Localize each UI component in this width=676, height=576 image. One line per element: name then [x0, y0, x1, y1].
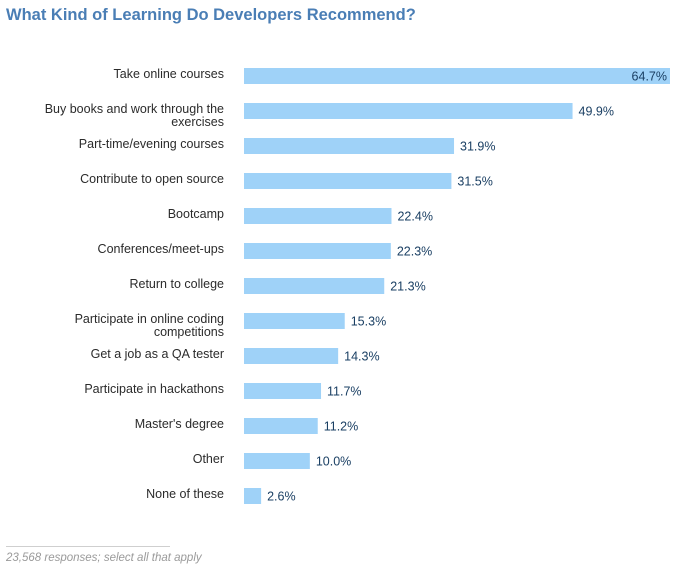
- bar-1: [244, 103, 573, 119]
- value-label-11: 10.0%: [316, 455, 351, 469]
- category-label-11: Other: [193, 452, 224, 466]
- bar-3: [244, 173, 452, 189]
- footnote-divider: [6, 546, 170, 547]
- bar-4: [244, 208, 392, 224]
- bar-12: [244, 488, 262, 504]
- category-label-8: Get a job as a QA tester: [91, 347, 224, 361]
- value-label-0: 64.7%: [632, 70, 667, 84]
- bar-10: [244, 418, 318, 434]
- value-label-6: 21.3%: [390, 280, 425, 294]
- category-label-6: Return to college: [129, 277, 224, 291]
- bar-9: [244, 383, 322, 399]
- category-label-5: Conferences/meet-ups: [98, 242, 224, 256]
- value-label-1: 49.9%: [579, 105, 614, 119]
- value-label-7: 15.3%: [351, 315, 386, 329]
- bar-chart: 64.7% Take online courses 49.9% Buy books a…: [45, 67, 670, 504]
- category-label-0: Take online courses: [114, 67, 224, 81]
- value-label-10: 11.2%: [324, 420, 359, 434]
- category-label-4: Bootcamp: [168, 207, 224, 221]
- bar-11: [244, 453, 310, 469]
- bar-5: [244, 243, 391, 259]
- bar-6: [244, 278, 385, 294]
- category-label-9: Participate in hackathons: [84, 382, 224, 396]
- category-label-10: Master's degree: [135, 417, 224, 431]
- footnote: 23,568 responses; select all that apply: [6, 552, 202, 564]
- value-label-5: 22.3%: [397, 245, 432, 259]
- bar-8: [244, 348, 339, 364]
- category-label-2: Part-time/evening courses: [79, 137, 224, 151]
- chart-title: What Kind of Learning Do Developers Reco…: [6, 6, 416, 24]
- value-label-2: 31.9%: [460, 140, 495, 154]
- category-label-12: None of these: [146, 487, 224, 501]
- bar-2: [244, 138, 455, 154]
- bar-0: [244, 68, 670, 84]
- bar-7: [244, 313, 345, 329]
- value-label-3: 31.5%: [457, 175, 492, 189]
- value-label-4: 22.4%: [397, 210, 432, 224]
- category-label-3: Contribute to open source: [80, 172, 224, 186]
- value-label-8: 14.3%: [344, 350, 379, 364]
- value-label-9: 11.7%: [327, 385, 362, 399]
- value-label-12: 2.6%: [267, 490, 296, 504]
- category-label-7: Participate in online coding competitions: [75, 312, 224, 339]
- category-label-1: Buy books and work through the exercises: [45, 102, 224, 129]
